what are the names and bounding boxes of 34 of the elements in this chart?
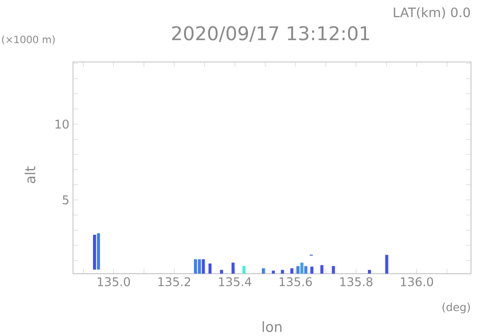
bar bbox=[232, 262, 235, 274]
bar bbox=[296, 266, 300, 274]
x-tick-label: 136.0 bbox=[400, 277, 434, 286]
bar bbox=[320, 265, 324, 274]
bar bbox=[280, 270, 284, 274]
bar bbox=[93, 234, 96, 270]
x-axis-title: lon bbox=[262, 321, 282, 332]
bar bbox=[385, 254, 388, 274]
bar bbox=[332, 266, 335, 274]
bar bbox=[194, 259, 197, 274]
chart-title: 2020/09/17 13:12:01 bbox=[172, 26, 370, 42]
bar bbox=[368, 270, 371, 274]
bar bbox=[310, 266, 314, 274]
bar bbox=[208, 264, 212, 274]
text: LAT(km) 0.0 bbox=[394, 7, 470, 19]
bar bbox=[202, 259, 205, 274]
x-tick-label: 135.8 bbox=[340, 277, 372, 286]
text: (deg) bbox=[442, 302, 470, 314]
x-tick-label: 135.4 bbox=[219, 277, 252, 286]
x-tick-label: 135.0 bbox=[98, 277, 130, 286]
y-tick-label: 10 bbox=[56, 120, 69, 129]
bar bbox=[262, 268, 265, 274]
text: (×1000 m) bbox=[2, 36, 55, 44]
y-tick-label: 5 bbox=[62, 195, 68, 204]
bar bbox=[304, 266, 308, 274]
y-axis-title: alt bbox=[24, 166, 36, 184]
bar bbox=[198, 259, 201, 274]
bar bbox=[272, 270, 275, 274]
x-tick-label: 135.6 bbox=[280, 277, 312, 286]
bar bbox=[242, 266, 246, 274]
x-tick-label: 135.2 bbox=[158, 277, 190, 286]
bar bbox=[96, 233, 100, 270]
bar bbox=[300, 262, 304, 274]
bar bbox=[290, 268, 294, 274]
